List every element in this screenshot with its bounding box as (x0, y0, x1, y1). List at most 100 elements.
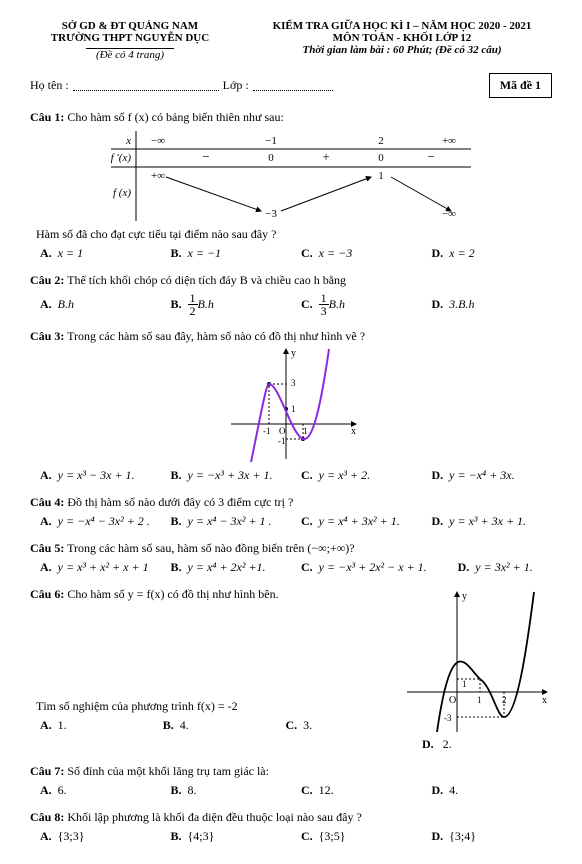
q4-options: A.y = −x⁴ − 3x² + 2 . B.y = x⁴ − 3x² + 1… (30, 514, 552, 529)
title-block: KIỂM TRA GIỮA HỌC KÌ I – NĂM HỌC 2020 - … (252, 20, 552, 61)
variation-table-svg: x f '(x) f (x) −∞ −1 2 +∞ − 0 + 0 − +∞ 1… (111, 131, 471, 221)
q7-optD: D.4. (422, 783, 553, 798)
class-label: Lớp : (223, 78, 249, 93)
question-3: Câu 3: Trong các hàm số sau đây, hàm số … (30, 329, 552, 483)
q7-label: Câu 7: (30, 764, 64, 778)
q5-optC: C.y = −x³ + 2x² − x + 1. (291, 560, 448, 575)
q4-optA: A.y = −x⁴ − 3x² + 2 . (30, 514, 161, 529)
q1-options: A.x = 1 B.x = −1 C.x = −3 D.x = 2 (30, 246, 552, 261)
svg-text:f '(x): f '(x) (111, 152, 131, 164)
q2-optC: C. 13 B.h (291, 292, 422, 317)
q1-variation-table: x f '(x) f (x) −∞ −1 2 +∞ − 0 + 0 − +∞ 1… (30, 131, 552, 221)
q8-optD: D.{3;4} (422, 829, 553, 844)
q3-graph-wrap: x y O 1 -1 1 3 -1 (30, 344, 552, 464)
svg-text:−: − (202, 149, 209, 164)
q1-optB: B.x = −1 (161, 246, 292, 261)
q2-text: Thể tích khối chóp có diện tích đáy B và… (67, 273, 346, 287)
q3-optC: C.y = x³ + 2. (291, 468, 422, 483)
q6-optC: C.3. (276, 718, 399, 733)
q6-optA: A.1. (30, 718, 153, 733)
q5-optD: D.y = 3x² + 1. (448, 560, 552, 575)
svg-text:O: O (279, 426, 286, 436)
q1-optC: C.x = −3 (291, 246, 422, 261)
svg-text:2: 2 (378, 135, 384, 147)
q7-optB: B.8. (161, 783, 292, 798)
name-label: Họ tên : (30, 78, 69, 93)
q8-text: Khối lập phương là khối đa diện đều thuộ… (67, 810, 361, 824)
exam-code-box: Mã đề 1 (489, 73, 552, 98)
q6-graph-wrap: O x y 1 1 2 -3 D. 2. (402, 587, 552, 752)
q6-options: A.1. B.4. C.3. (30, 718, 402, 733)
q2-options: A.B.h B. 12 B.h C. 13 B.h D.3.B.h (30, 292, 552, 317)
q1-optA: A.x = 1 (30, 246, 161, 261)
svg-text:-1: -1 (263, 426, 271, 436)
q8-optB: B.{4;3} (161, 829, 292, 844)
title-line2: MÔN TOÁN - KHỐI LỚP 12 (252, 32, 552, 44)
q6-sub: Tìm số nghiệm của phương trình f(x) = -2 (36, 699, 402, 714)
q8-optA: A.{3;3} (30, 829, 161, 844)
q3-optA: A.y = x³ − 3x + 1. (30, 468, 161, 483)
q5-optB: B.y = x⁴ + 2x² +1. (161, 560, 292, 575)
q4-optD: D.y = x³ + 3x + 1. (422, 514, 553, 529)
svg-text:f (x): f (x) (113, 187, 131, 199)
q5-label: Câu 5: (30, 541, 64, 555)
org-block: SỞ GD & ĐT QUẢNG NAM TRƯỜNG THPT NGUYỄN … (30, 20, 230, 61)
org-underline: (Đề có 4 trang) (30, 46, 230, 61)
q7-options: A.6. B.8. C.12. D.4. (30, 783, 552, 798)
q3-text: Trong các hàm số sau đây, hàm số nào có … (67, 329, 365, 343)
q6-graph: O x y 1 1 2 -3 (402, 587, 552, 737)
q3-optD: D.y = −x⁴ + 3x. (422, 468, 553, 483)
svg-text:x: x (125, 135, 131, 147)
q5-options: A.y = x³ + x² + x + 1 B.y = x⁴ + 2x² +1.… (30, 560, 552, 575)
name-fill (73, 80, 219, 91)
q7-optA: A.6. (30, 783, 161, 798)
q7-optC: C.12. (291, 783, 422, 798)
svg-text:−∞: −∞ (151, 135, 165, 147)
svg-text:−3: −3 (265, 208, 277, 220)
q1-optD: D.x = 2 (422, 246, 553, 261)
question-6: Câu 6: Cho hàm số y = f(x) có đồ thị như… (30, 587, 552, 752)
q2-optB: B. 12 B.h (161, 292, 292, 317)
q3-label: Câu 3: (30, 329, 64, 343)
svg-text:-1: -1 (278, 436, 286, 446)
q5-text: Trong các hàm số sau, hàm số nào đồng bi… (67, 541, 354, 555)
svg-text:1: 1 (291, 404, 296, 414)
svg-text:+: + (322, 149, 329, 164)
q8-label: Câu 8: (30, 810, 64, 824)
svg-text:1: 1 (303, 426, 308, 436)
q6-text: Cho hàm số y = f(x) có đồ thị như hình b… (67, 587, 278, 601)
org-line2: TRƯỜNG THPT NGUYỄN DỤC (30, 32, 230, 44)
q6-optB: B.4. (153, 718, 276, 733)
title-line1: KIỂM TRA GIỮA HỌC KÌ I – NĂM HỌC 2020 - … (252, 20, 552, 32)
question-4: Câu 4: Đồ thị hàm số nào dưới đây có 3 đ… (30, 495, 552, 529)
svg-text:y: y (291, 348, 296, 359)
svg-text:3: 3 (291, 378, 296, 388)
svg-text:x: x (351, 426, 356, 437)
q4-label: Câu 4: (30, 495, 64, 509)
svg-text:0: 0 (378, 152, 384, 164)
q5-optA: A.y = x³ + x² + x + 1 (30, 560, 161, 575)
svg-text:0: 0 (268, 152, 274, 164)
q4-text: Đồ thị hàm số nào dưới đây có 3 điểm cực… (67, 495, 293, 509)
q2-label: Câu 2: (30, 273, 64, 287)
q3-optB: B.y = −x³ + 3x + 1. (161, 468, 292, 483)
question-5: Câu 5: Trong các hàm số sau, hàm số nào … (30, 541, 552, 575)
question-2: Câu 2: Thể tích khối chóp có diện tích đ… (30, 273, 552, 317)
svg-text:−1: −1 (265, 135, 277, 147)
question-1: Câu 1: Cho hàm số f (x) có bảng biến thi… (30, 110, 552, 261)
q1-sub: Hàm số đã cho đạt cực tiểu tại điểm nào … (36, 227, 552, 242)
header: SỞ GD & ĐT QUẢNG NAM TRƯỜNG THPT NGUYỄN … (30, 20, 552, 61)
q8-options: A.{3;3} B.{4;3} C.{3;5} D.{3;4} (30, 829, 552, 844)
q8-optC: C.{3;5} (291, 829, 422, 844)
q1-label: Câu 1: (30, 110, 64, 124)
svg-text:O: O (449, 695, 456, 706)
info-row: Họ tên : Lớp : Mã đề 1 (30, 73, 552, 98)
page-note: (Đề có 4 trang) (86, 48, 174, 61)
svg-text:−: − (427, 149, 434, 164)
q2-optA: A.B.h (30, 292, 161, 317)
svg-text:+∞: +∞ (151, 170, 165, 182)
time-note: Thời gian làm bài : 60 Phút; (Đề có 32 c… (252, 44, 552, 56)
svg-text:+∞: +∞ (442, 135, 456, 147)
svg-text:1: 1 (462, 679, 467, 689)
q2-optD: D.3.B.h (422, 292, 553, 317)
